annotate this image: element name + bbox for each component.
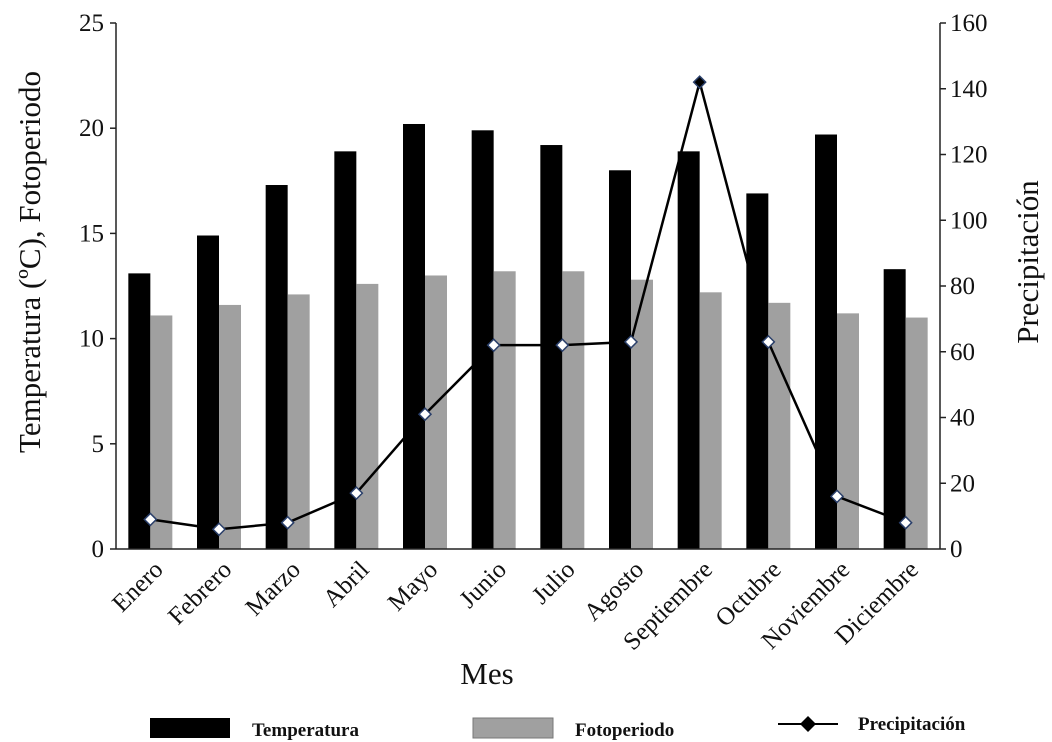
- x-tick-label: Junio: [455, 556, 512, 613]
- bar-temperatura-julio: [540, 145, 563, 550]
- legend-label-fotoperiodo: Fotoperiodo: [575, 720, 674, 741]
- bar-fotoperiodo-octubre: [768, 302, 791, 549]
- precipitacion-point: [829, 489, 845, 504]
- y-tick-label: 15: [79, 220, 104, 247]
- precipitacion-point: [555, 338, 570, 353]
- y2-tick-label: 0: [950, 536, 963, 563]
- y2-tick-label: 160: [950, 10, 988, 37]
- y2-tick-label: 120: [950, 142, 988, 169]
- precipitacion-point: [143, 512, 158, 527]
- bar-temperatura-agosto: [609, 170, 631, 549]
- y2-tick-label: 80: [950, 273, 975, 300]
- x-tick-label: Febrero: [163, 556, 237, 630]
- y2-tick-label: 100: [950, 207, 988, 234]
- axes-layer: [110, 22, 946, 550]
- legend-label-precipitacion: Precipitación: [858, 714, 966, 735]
- bar-fotoperiodo-febrero: [219, 304, 241, 549]
- bar-temperatura-diciembre: [883, 269, 906, 549]
- precipitacion-point: [623, 334, 639, 349]
- bar-temperatura-enero: [128, 273, 151, 549]
- bar-fotoperiodo-marzo: [287, 294, 310, 549]
- x-axis-title: Mes: [460, 656, 513, 691]
- y2-tick-label: 60: [950, 339, 975, 366]
- bars-layer: [128, 123, 928, 550]
- bar-fotoperiodo-diciembre: [905, 317, 928, 549]
- bar-fotoperiodo-abril: [356, 283, 379, 549]
- y-tick-label: 25: [79, 10, 104, 37]
- bar-fotoperiodo-agosto: [631, 279, 653, 549]
- bar-fotoperiodo-julio: [562, 271, 585, 549]
- bar-temperatura-noviembre: [815, 134, 837, 549]
- x-tick-label: Enero: [107, 556, 168, 617]
- legend: Temperatura Fotoperiodo Precipitación: [150, 714, 966, 741]
- bar-temperatura-septiembre: [677, 151, 700, 549]
- legend-swatch-temperatura: [150, 718, 230, 738]
- precipitacion-point: [692, 75, 707, 90]
- y-tick-label: 0: [92, 536, 105, 563]
- y-tick-label: 10: [79, 326, 104, 353]
- precipitacion-point: [349, 486, 364, 501]
- x-tick-label: Marzo: [241, 556, 306, 621]
- x-tick-label: Abril: [318, 556, 374, 612]
- bar-temperatura-mayo: [403, 123, 425, 549]
- bar-temperatura-abril: [334, 151, 357, 549]
- precipitacion-line: [150, 77, 907, 531]
- precipitacion-point: [898, 515, 913, 530]
- bar-temperatura-junio: [471, 130, 494, 549]
- bar-fotoperiodo-junio: [493, 271, 516, 549]
- bar-temperatura-octubre: [746, 193, 769, 549]
- bar-fotoperiodo-enero: [150, 315, 173, 549]
- precipitacion-point: [486, 338, 501, 353]
- y2-axis-title: Precipitación: [1010, 180, 1045, 344]
- y-axis-title: Temperatura (ºC), Fotoperiodo: [12, 71, 47, 453]
- y2-tick-label: 140: [950, 76, 988, 103]
- legend-label-temperatura: Temperatura: [252, 720, 359, 741]
- precipitation-line-layer: [143, 75, 913, 537]
- legend-swatch-fotoperiodo: [472, 717, 554, 739]
- bar-fotoperiodo-mayo: [425, 275, 447, 549]
- bar-fotoperiodo-noviembre: [837, 313, 859, 549]
- precipitacion-point: [211, 522, 227, 537]
- precipitacion-point: [761, 334, 776, 349]
- bar-temperatura-marzo: [265, 185, 288, 549]
- x-tick-label: Julio: [527, 556, 580, 609]
- y-tick-label: 20: [79, 115, 104, 142]
- y-tick-label: 5: [92, 431, 105, 458]
- precipitacion-point: [280, 515, 295, 530]
- legend-marker-precipitacion: [800, 716, 816, 732]
- bar-temperatura-febrero: [197, 235, 219, 549]
- precipitacion-point: [417, 407, 433, 422]
- x-tick-label: Mayo: [383, 556, 443, 616]
- y2-tick-label: 40: [950, 405, 975, 432]
- bar-fotoperiodo-septiembre: [699, 292, 722, 549]
- y2-tick-label: 20: [950, 470, 975, 497]
